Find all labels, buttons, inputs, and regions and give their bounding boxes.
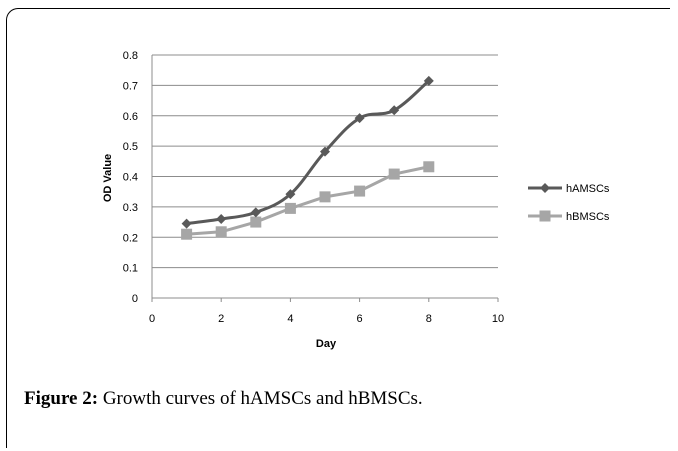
data-point bbox=[285, 189, 296, 200]
figure-frame bbox=[6, 8, 670, 448]
data-point bbox=[250, 216, 262, 228]
y-tick-label: 0.3 bbox=[123, 202, 138, 214]
data-point bbox=[284, 202, 296, 214]
data-point bbox=[354, 185, 366, 197]
axes bbox=[151, 55, 499, 302]
data-point bbox=[250, 207, 261, 218]
x-axis-label: Day bbox=[316, 338, 337, 350]
data-point bbox=[181, 218, 192, 229]
y-tick-label: 0.4 bbox=[123, 172, 138, 184]
y-axis-label: OD Value bbox=[102, 154, 114, 202]
y-tick-labels: 0 0.1 0.2 0.3 0.4 0.5 0.6 0.7 0.8 bbox=[123, 50, 138, 305]
data-point bbox=[423, 75, 434, 86]
x-tick-label: 2 bbox=[218, 313, 224, 325]
data-point bbox=[320, 146, 330, 157]
data-point bbox=[319, 191, 331, 203]
x-tick-labels: 0 2 4 6 8 10 bbox=[149, 313, 504, 325]
x-tick-label: 10 bbox=[492, 313, 504, 325]
x-tick-label: 0 bbox=[149, 313, 155, 325]
data-point bbox=[423, 161, 435, 173]
chart-area: 0 0.1 0.2 0.3 0.4 0.5 0.6 0.7 0.8 0 2 4 6 8 10 Day OD… bbox=[102, 50, 610, 350]
data-point bbox=[388, 168, 400, 180]
y-tick-label: 0.1 bbox=[123, 263, 138, 275]
line-chart: 0 0.1 0.2 0.3 0.4 0.5 0.6 0.7 0.8 0 2 4 6 8 10 Day OD… bbox=[102, 50, 610, 350]
legend-label: hAMSCs bbox=[566, 183, 610, 195]
series-line bbox=[186, 165, 430, 236]
data-point bbox=[215, 226, 227, 238]
y-tick-label: 0 bbox=[132, 293, 138, 305]
data-point bbox=[389, 105, 400, 116]
plot-series bbox=[181, 75, 435, 240]
legend-marker bbox=[539, 210, 551, 222]
y-tick-label: 0.2 bbox=[123, 232, 138, 244]
data-point bbox=[181, 228, 193, 240]
legend: hAMSCs hBMSCs bbox=[528, 183, 610, 223]
legend-label: hBMSCs bbox=[566, 211, 610, 223]
gridlines bbox=[152, 54, 498, 269]
data-point bbox=[354, 113, 365, 124]
x-tick-label: 4 bbox=[287, 313, 293, 325]
x-tick-label: 8 bbox=[426, 313, 432, 325]
y-tick-label: 0.5 bbox=[123, 141, 138, 153]
y-tick-label: 0.6 bbox=[123, 111, 138, 123]
data-point bbox=[216, 214, 227, 225]
caption-text: Growth curves of hAMSCs and hBMSCs. bbox=[98, 388, 423, 409]
caption-label: Figure 2: bbox=[24, 388, 99, 409]
x-tick-label: 6 bbox=[357, 313, 363, 325]
legend-marker bbox=[540, 183, 550, 193]
y-tick-label: 0.7 bbox=[123, 80, 138, 92]
figure-caption: Figure 2: Growth curves of hAMSCs and hB… bbox=[24, 388, 664, 410]
y-tick-label: 0.8 bbox=[123, 50, 138, 62]
